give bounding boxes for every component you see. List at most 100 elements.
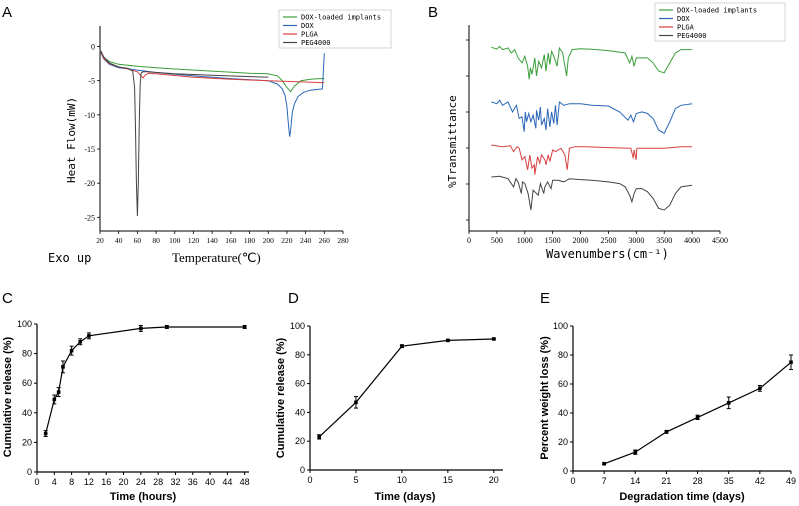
d-y-tick-label: 100 <box>290 321 305 331</box>
panel-a-letter: A <box>2 4 12 21</box>
c-x-tick-label: 32 <box>170 477 180 487</box>
e-data-point <box>695 415 700 420</box>
panel-e-letter: E <box>540 290 550 307</box>
a-x-tick-label: 100 <box>169 236 181 245</box>
d-data-point <box>446 338 450 343</box>
e-x-tick-label: 7 <box>602 476 607 486</box>
e-y-tick-label: 20 <box>558 437 568 447</box>
a-x-tick-label: 20 <box>96 236 104 245</box>
c-x-tick-label: 8 <box>69 477 74 487</box>
e-data-point <box>726 401 731 405</box>
e-x-tick-label: 14 <box>630 476 640 486</box>
panel-e-x-label: Degradation time (days) <box>619 491 745 503</box>
panel-c-y-ticks: 0 20 40 60 80 100 <box>17 319 37 477</box>
panel-e-series <box>602 354 793 466</box>
c-x-tick-label: 28 <box>153 477 163 487</box>
d-x-tick-label: 15 <box>443 475 453 485</box>
b-legend-label: PEG4000 <box>677 32 707 40</box>
c-data-point <box>52 397 57 402</box>
panel-a-axes <box>99 26 343 232</box>
b-x-tick-label: 2000 <box>573 236 589 245</box>
panel-d-x-label: Time (days) <box>375 491 436 503</box>
c-y-tick-label: 80 <box>22 349 32 359</box>
c-data-point <box>87 334 91 338</box>
d-data-point <box>317 435 321 439</box>
a-x-tick-label: 160 <box>225 236 237 245</box>
c-x-tick-label: 12 <box>84 477 94 487</box>
panel-b-series <box>491 45 693 211</box>
c-x-tick-label: 48 <box>240 477 250 487</box>
d-x-tick-label: 5 <box>353 475 358 485</box>
e-data-point <box>602 461 606 466</box>
e-series-line <box>603 361 792 465</box>
d-y-tick-label: 60 <box>295 379 305 389</box>
c-data-point <box>139 326 143 331</box>
e-y-tick-label: 60 <box>558 379 568 389</box>
e-x-tick-label: 0 <box>570 476 575 486</box>
panel-c-y-label: Cumulative release (%) <box>2 336 14 457</box>
a-legend-label: PEG4000 <box>301 39 331 47</box>
panel-c-axes <box>36 324 249 473</box>
panel-d-y-label: Cumulative release (%) <box>275 337 287 458</box>
d-x-tick-label: 10 <box>397 475 407 485</box>
c-data-point <box>242 325 247 329</box>
b-series-plga <box>491 144 693 175</box>
a-x-tick-label: 260 <box>319 236 331 245</box>
b-series-peg4000 <box>491 175 693 211</box>
a-y-tick-label: 0 <box>91 43 95 52</box>
a-legend-label: DOX-loaded implants <box>301 14 381 22</box>
a-x-tick-label: 280 <box>337 236 349 245</box>
a-x-tick-label: 40 <box>115 236 123 245</box>
b-x-tick-label: 0 <box>467 236 471 245</box>
c-data-point <box>43 431 48 436</box>
c-y-tick-label: 100 <box>17 319 32 329</box>
panel-c-series <box>43 324 247 437</box>
b-series-dox <box>491 99 693 134</box>
panel-a-exo-up: Exo up <box>48 251 91 265</box>
c-x-tick-label: 16 <box>101 477 111 487</box>
a-y-tick-label: -15 <box>84 145 95 154</box>
panel-d-x-ticks: 0 5 10 15 20 <box>307 470 499 485</box>
e-data-point <box>758 386 762 391</box>
a-y-tick-label: -20 <box>84 179 95 188</box>
b-legend-label: DOX-loaded implants <box>677 7 757 15</box>
b-series-dox-loaded-implants <box>491 45 693 80</box>
e-x-tick-label: 35 <box>724 476 734 486</box>
b-legend-label: PLGA <box>677 24 695 32</box>
c-y-tick-label: 60 <box>22 378 32 388</box>
a-x-tick-label: 60 <box>134 236 142 245</box>
c-data-point <box>56 390 61 394</box>
c-x-tick-label: 4 <box>52 477 57 487</box>
a-x-tick-label: 80 <box>152 236 160 245</box>
panel-a-y-label: Heat Flow(mW) <box>65 97 78 183</box>
a-series-dox-loaded-implants <box>99 49 325 93</box>
panel-b-axes <box>468 25 720 232</box>
d-y-tick-label: 20 <box>295 436 305 446</box>
e-y-tick-label: 80 <box>558 350 568 360</box>
c-x-tick-label: 24 <box>136 477 146 487</box>
d-data-point <box>400 344 404 348</box>
panel-a-x-ticks: 20 40 60 80 100 120 140 160 180 200 220 240 260 280 <box>96 231 349 245</box>
b-x-tick-label: 4500 <box>712 236 728 245</box>
e-data-point <box>664 430 669 434</box>
a-x-tick-label: 120 <box>188 236 200 245</box>
e-y-tick-label: 40 <box>558 408 568 418</box>
panel-d-letter: D <box>288 290 299 307</box>
a-series-peg4000 <box>99 48 269 217</box>
a-x-tick-label: 220 <box>281 236 293 245</box>
panel-a-series <box>99 48 325 217</box>
panel-d-y-ticks: 0 20 40 60 80 100 <box>290 321 310 475</box>
a-x-tick-label: 180 <box>244 236 256 245</box>
e-data-point <box>633 450 638 454</box>
b-x-tick-label: 500 <box>491 236 503 245</box>
panel-c-letter: C <box>2 290 13 307</box>
d-y-tick-label: 0 <box>300 465 305 475</box>
e-y-tick-label: 100 <box>553 321 568 331</box>
c-y-tick-label: 40 <box>22 408 32 418</box>
panel-d-series <box>317 337 496 440</box>
c-x-tick-label: 0 <box>34 477 39 487</box>
a-x-tick-label: 240 <box>300 236 312 245</box>
d-y-tick-label: 40 <box>295 407 305 417</box>
